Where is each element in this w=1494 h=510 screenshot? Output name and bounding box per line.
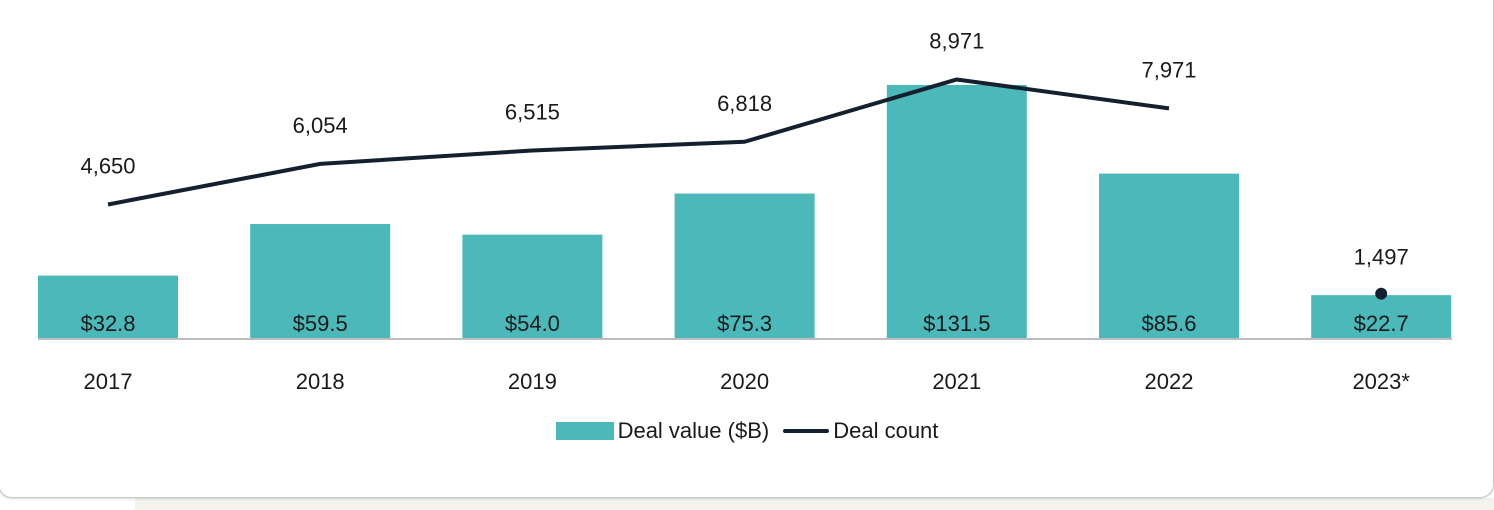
bar-value-label: $59.5 <box>293 311 348 336</box>
chart: $32.8 2017 $59.5 2018 $54.0 2019 $75.3 2020 $131… <box>38 28 1452 394</box>
bar-value-label: $85.6 <box>1141 311 1196 336</box>
bar-value-label: $131.5 <box>923 311 990 336</box>
line-value-label: 6,054 <box>293 113 348 138</box>
deal-count-line <box>107 77 1170 207</box>
line-value-label: 7,971 <box>1141 57 1196 82</box>
bar <box>674 193 815 339</box>
legend: Deal value ($B) Deal count <box>0 418 1494 444</box>
x-tick-label: 2021 <box>932 369 981 394</box>
line-value-label: 6,818 <box>717 91 772 116</box>
x-tick-label: 2019 <box>508 369 557 394</box>
x-tick-label: 2018 <box>296 369 345 394</box>
bar-value-label: $22.7 <box>1354 311 1409 336</box>
bar <box>1311 295 1452 339</box>
bar <box>1099 173 1239 339</box>
bar-value-label: $54.0 <box>505 311 560 336</box>
bar <box>38 275 178 339</box>
x-tick-label: 2023* <box>1352 369 1410 394</box>
line-value-label: 1,497 <box>1354 245 1409 270</box>
legend-swatch-bar <box>555 422 614 440</box>
bar <box>886 84 1027 339</box>
x-tick-label: 2020 <box>720 369 769 394</box>
bar-value-label: $32.8 <box>80 311 135 336</box>
bar-value-label: $75.3 <box>717 311 772 336</box>
x-tick-label: 2022 <box>1145 369 1194 394</box>
legend-label-deal-value: Deal value ($B) <box>617 418 770 443</box>
bar <box>250 224 391 339</box>
legend-item-deal-count: Deal count <box>783 418 938 444</box>
legend-swatch-line <box>783 429 830 433</box>
line-value-label: 6,515 <box>505 100 560 125</box>
deal-count-point <box>1375 287 1388 300</box>
legend-label-deal-count: Deal count <box>833 418 939 443</box>
x-tick-label: 2017 <box>84 369 133 394</box>
line-value-label: 8,971 <box>929 28 984 53</box>
bar <box>462 234 603 339</box>
legend-item-deal-value: Deal value ($B) <box>555 418 770 444</box>
line-value-label: 4,650 <box>80 153 135 178</box>
page-background <box>135 498 1494 510</box>
